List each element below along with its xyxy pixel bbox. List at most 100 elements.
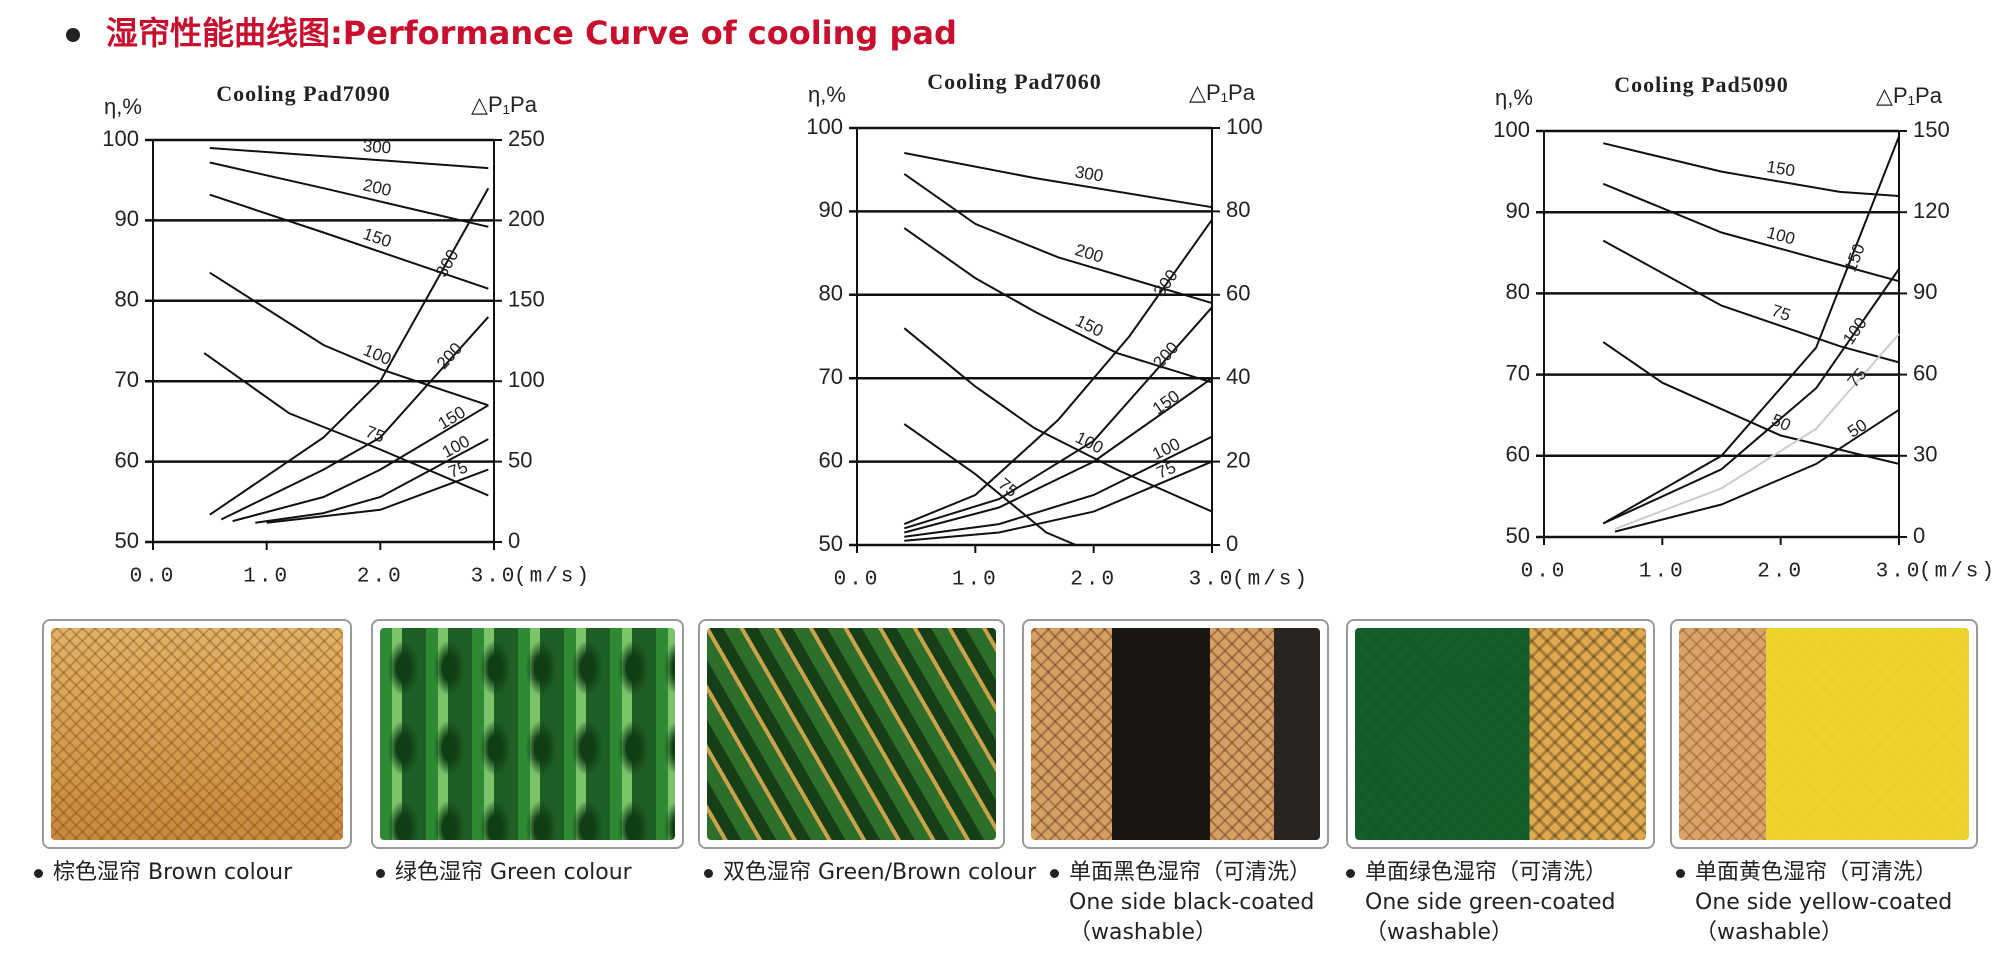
curve [209, 161, 489, 228]
curve-label: 100 [439, 432, 473, 462]
curve [266, 468, 489, 524]
caption-line: 棕色湿帘 Brown colour [34, 858, 292, 888]
y2-axis-label: △P₁Pa [471, 92, 538, 117]
product-caption: 绿色湿帘 Green colour [376, 858, 632, 888]
y-tick-label: 100 [1493, 117, 1530, 142]
y-tick-label: 90 [819, 197, 843, 222]
curve-label: 200 [1149, 338, 1182, 372]
caption-line: 绿色湿帘 Green colour [376, 858, 632, 888]
page-title: 湿帘性能曲线图:Performance Curve of cooling pad [66, 8, 957, 54]
y-tick-label: 60 [115, 447, 139, 472]
x-axis-label: (m/s) [1232, 569, 1310, 592]
curve [903, 327, 1213, 513]
caption-line: 单面黄色湿帘（可清洗） [1676, 858, 1952, 888]
y-axis-label: η,% [1495, 85, 1533, 110]
product-photo [42, 619, 352, 849]
curve [1602, 268, 1900, 525]
curve-label: 50 [1844, 415, 1870, 441]
product-photo [1022, 619, 1329, 849]
product-photo [1670, 619, 1978, 849]
y2-tick-label: 20 [1226, 447, 1250, 472]
curve [209, 271, 489, 407]
y2-tick-label: 100 [1226, 114, 1263, 139]
photo [51, 628, 343, 840]
y2-axis-label: △P₁Pa [1189, 80, 1256, 105]
curve [1614, 408, 1900, 533]
x-tick-label: 0.0 [834, 569, 881, 592]
curve [209, 187, 490, 516]
curve-label: 200 [361, 175, 393, 200]
y2-tick-label: 0 [508, 528, 520, 553]
y-tick-label: 60 [1506, 442, 1530, 467]
y2-tick-label: 150 [508, 287, 545, 312]
curve [209, 147, 489, 170]
y2-tick-label: 250 [508, 126, 545, 151]
y2-tick-label: 40 [1226, 364, 1250, 389]
y2-tick-label: 150 [1913, 117, 1950, 142]
y-tick-label: 60 [819, 447, 843, 472]
curve-label: 150 [435, 402, 469, 433]
curve [255, 438, 489, 524]
caption-line: （washable） [1365, 920, 1513, 945]
curve [904, 306, 1213, 530]
y2-tick-label: 120 [1913, 198, 1950, 223]
y2-tick-label: 50 [508, 447, 532, 472]
y2-tick-label: 60 [1913, 360, 1937, 385]
y-tick-label: 90 [1506, 198, 1530, 223]
curve-label: 200 [433, 339, 466, 373]
y-tick-label: 80 [819, 281, 843, 306]
curve [903, 227, 1213, 384]
x-tick-label: 3.0 [1876, 561, 1923, 584]
x-tick-label: 1.0 [243, 566, 290, 589]
chart-title: Cooling Pad7090 [216, 81, 391, 106]
x-tick-label: 1.0 [952, 569, 999, 592]
charts: Cooling Pad7090 η,% △P₁Pa (m/s) 50 60 70 80 90 10… [102, 69, 1997, 592]
curve-label: 100 [1839, 314, 1871, 348]
y2-tick-label: 0 [1913, 523, 1925, 548]
y-tick-label: 70 [1506, 360, 1530, 385]
curve [1602, 341, 1900, 465]
product-photo [371, 619, 684, 849]
y-tick-label: 90 [115, 206, 139, 231]
curve-label: 150 [1149, 386, 1183, 418]
curve [203, 352, 489, 497]
x-tick-label: 2.0 [357, 566, 404, 589]
x-tick-label: 1.0 [1639, 561, 1686, 584]
y2-tick-label: 30 [1913, 442, 1937, 467]
caption-line: 单面绿色湿帘（可清洗） [1346, 858, 1616, 888]
product-caption: 双色湿帘 Green/Brown colour [704, 858, 1036, 888]
photo [1355, 628, 1646, 840]
y-tick-label: 80 [115, 287, 139, 312]
photo [1679, 628, 1969, 840]
caption-line: One side yellow-coated [1695, 890, 1953, 915]
y-tick-label: 50 [115, 528, 139, 553]
y2-tick-label: 0 [1226, 531, 1238, 556]
y2-tick-label: 200 [508, 206, 545, 231]
curve [903, 173, 1213, 305]
curve [232, 404, 489, 523]
product-caption: 单面黑色湿帘（可清洗） One side black-coated （washabl… [1050, 858, 1314, 948]
product-caption: 棕色湿帘 Brown colour [34, 858, 292, 888]
caption-line: 单面黑色湿帘（可清洗） [1050, 858, 1314, 888]
product-photo [698, 619, 1005, 849]
chart-title: Cooling Pad7060 [927, 69, 1102, 94]
y-tick-label: 80 [1506, 279, 1530, 304]
photo [1031, 628, 1320, 840]
x-axis-label: (m/s) [1919, 561, 1997, 584]
x-axis-label: (m/s) [514, 566, 592, 589]
curve-label: 300 [432, 246, 462, 280]
curve [904, 435, 1213, 538]
curve-label: 150 [1841, 241, 1869, 274]
y-tick-label: 70 [115, 367, 139, 392]
y-tick-label: 50 [819, 531, 843, 556]
x-tick-label: 3.0 [1189, 569, 1236, 592]
caption-line: One side black-coated [1069, 890, 1315, 915]
curve [1602, 142, 1900, 197]
x-tick-label: 2.0 [1757, 561, 1804, 584]
curve [904, 460, 1213, 542]
curve [209, 193, 489, 290]
photo [380, 628, 675, 840]
curve [1602, 136, 1900, 525]
curve [903, 423, 1077, 546]
